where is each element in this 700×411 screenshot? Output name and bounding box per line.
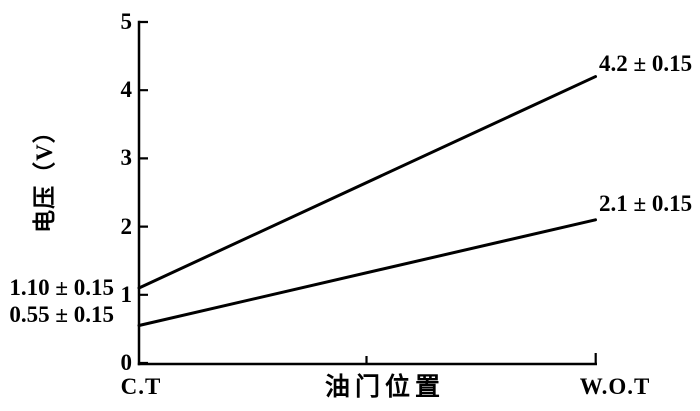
y-tick-label-0: 0: [120, 350, 133, 375]
y-tick-label-2: 2: [120, 214, 133, 239]
x-tick-label-ct: C.T: [120, 374, 162, 399]
y-axis-ticks: [139, 20, 148, 365]
x-tick-label-wot: W.O.T: [579, 374, 651, 399]
annotation-series-lower-start: 0.55 ± 0.15: [9, 302, 114, 327]
y-axis-title: 电压（V）: [32, 119, 57, 233]
x-axis-title: 油门位置: [324, 374, 445, 401]
x-axis-ticks: [365, 353, 597, 364]
y-tick-label-3: 3: [120, 145, 133, 170]
annotation-series-upper-end: 4.2 ± 0.15: [599, 51, 693, 76]
annotation-series-upper-start: 1.10 ± 0.15: [9, 275, 114, 300]
series-line-upper: [137, 75, 597, 290]
series-line-lower: [137, 218, 597, 327]
y-tick-label-4: 4: [120, 77, 133, 102]
y-tick-label-5: 5: [120, 9, 133, 34]
y-tick-label-1: 1: [120, 282, 133, 307]
annotation-series-lower-end: 2.1 ± 0.15: [599, 191, 693, 216]
